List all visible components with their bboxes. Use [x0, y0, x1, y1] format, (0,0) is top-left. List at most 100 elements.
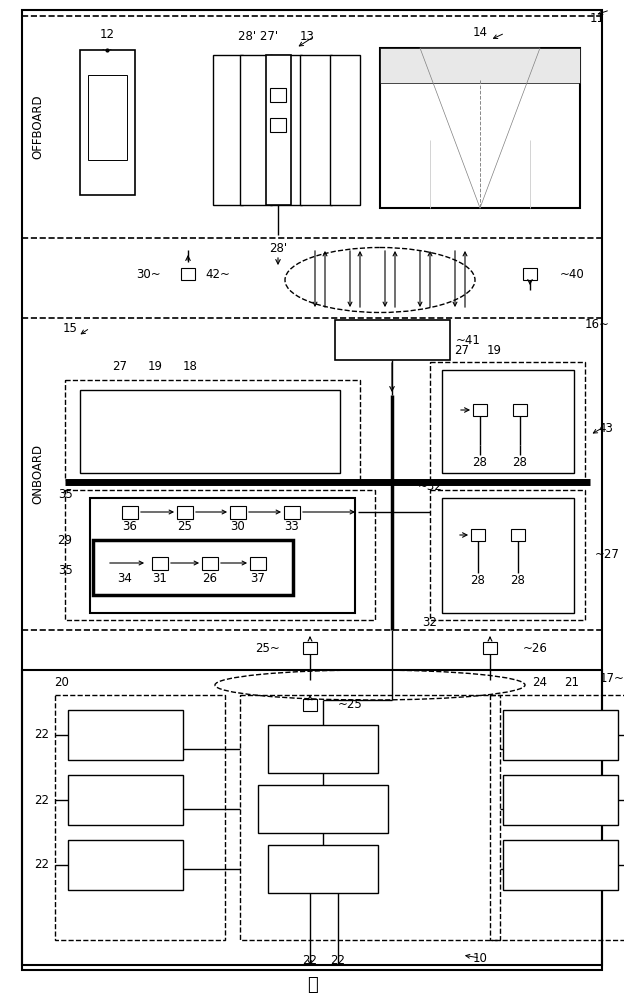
- Text: 34: 34: [117, 572, 132, 584]
- Text: 43: 43: [598, 422, 613, 434]
- Polygon shape: [510, 130, 545, 152]
- Bar: [300, 55, 332, 205]
- Bar: [503, 840, 618, 890]
- Bar: [270, 118, 286, 132]
- Text: 22: 22: [34, 858, 49, 871]
- Text: 21: 21: [565, 676, 580, 688]
- Bar: [303, 699, 317, 711]
- Text: 13: 13: [300, 29, 314, 42]
- Text: 25: 25: [178, 520, 192, 534]
- Bar: [90, 498, 355, 613]
- Text: 28' 27': 28' 27': [238, 29, 278, 42]
- Bar: [93, 540, 293, 595]
- Bar: [303, 642, 317, 654]
- Bar: [284, 506, 300, 518]
- Polygon shape: [555, 90, 580, 108]
- Text: 33: 33: [285, 520, 300, 534]
- Bar: [473, 404, 487, 416]
- Bar: [380, 48, 580, 83]
- Bar: [80, 390, 340, 473]
- Text: 25~: 25~: [256, 642, 280, 654]
- Polygon shape: [400, 130, 430, 155]
- Text: 36: 36: [122, 520, 137, 534]
- Text: 19: 19: [487, 344, 502, 357]
- Text: 14: 14: [472, 26, 487, 39]
- Text: ~26: ~26: [522, 642, 547, 654]
- Text: 17~: 17~: [600, 672, 624, 684]
- Bar: [511, 529, 525, 541]
- Bar: [442, 370, 574, 473]
- Text: 28': 28': [269, 241, 287, 254]
- Bar: [268, 845, 378, 893]
- Text: 22: 22: [331, 954, 346, 966]
- Bar: [523, 268, 537, 280]
- Text: 22: 22: [34, 728, 49, 742]
- Text: ~40: ~40: [560, 267, 584, 280]
- Polygon shape: [400, 165, 440, 185]
- Bar: [68, 840, 183, 890]
- Bar: [270, 55, 302, 205]
- Bar: [266, 55, 291, 205]
- Bar: [213, 55, 243, 205]
- Bar: [177, 506, 193, 518]
- Bar: [181, 268, 195, 280]
- Text: 24: 24: [532, 676, 547, 688]
- Text: 27: 27: [454, 344, 469, 357]
- Text: ~41: ~41: [456, 334, 480, 347]
- Text: 26: 26: [203, 572, 218, 584]
- Text: ~25: ~25: [338, 698, 363, 712]
- Polygon shape: [440, 155, 478, 170]
- Text: 20: 20: [54, 676, 69, 688]
- Bar: [513, 404, 527, 416]
- Text: 42~: 42~: [205, 267, 230, 280]
- Text: 28: 28: [510, 574, 525, 586]
- Bar: [240, 695, 500, 940]
- Text: 35: 35: [58, 488, 73, 502]
- Polygon shape: [450, 115, 480, 135]
- Bar: [430, 362, 585, 480]
- Text: 28: 28: [512, 456, 527, 468]
- Bar: [250, 556, 266, 570]
- Text: 10: 10: [472, 952, 487, 964]
- Text: 29: 29: [57, 534, 72, 546]
- Bar: [503, 775, 618, 825]
- Text: 图: 图: [306, 976, 318, 994]
- Text: 19: 19: [147, 360, 162, 373]
- Bar: [152, 556, 168, 570]
- Text: 32: 32: [422, 615, 437, 629]
- Bar: [335, 320, 450, 360]
- Text: 37: 37: [251, 572, 265, 584]
- Bar: [65, 380, 360, 480]
- Bar: [80, 50, 135, 195]
- Bar: [230, 506, 246, 518]
- Text: 22: 22: [303, 954, 318, 966]
- Bar: [471, 529, 485, 541]
- Text: OFFBOARD: OFFBOARD: [31, 95, 44, 159]
- Bar: [503, 710, 618, 760]
- Bar: [330, 55, 360, 205]
- Bar: [68, 710, 183, 760]
- Bar: [258, 785, 388, 833]
- Bar: [65, 490, 375, 620]
- Text: 28: 28: [470, 574, 485, 586]
- Text: 12: 12: [99, 27, 114, 40]
- Bar: [380, 48, 580, 208]
- Text: ONBOARD: ONBOARD: [31, 444, 44, 504]
- Text: ~32: ~32: [417, 481, 442, 493]
- Text: 18: 18: [183, 360, 197, 373]
- Bar: [490, 695, 624, 940]
- Bar: [55, 695, 225, 940]
- Text: 16~: 16~: [585, 318, 610, 332]
- Bar: [268, 725, 378, 773]
- Bar: [122, 506, 138, 518]
- Bar: [68, 775, 183, 825]
- Bar: [202, 556, 218, 570]
- Bar: [430, 490, 585, 620]
- Bar: [88, 75, 127, 160]
- Text: 30: 30: [231, 520, 245, 534]
- Text: 27: 27: [112, 360, 127, 373]
- Text: ~27: ~27: [595, 548, 620, 562]
- Text: 22: 22: [34, 794, 49, 806]
- Text: 30~: 30~: [135, 267, 160, 280]
- Text: 28: 28: [472, 456, 487, 468]
